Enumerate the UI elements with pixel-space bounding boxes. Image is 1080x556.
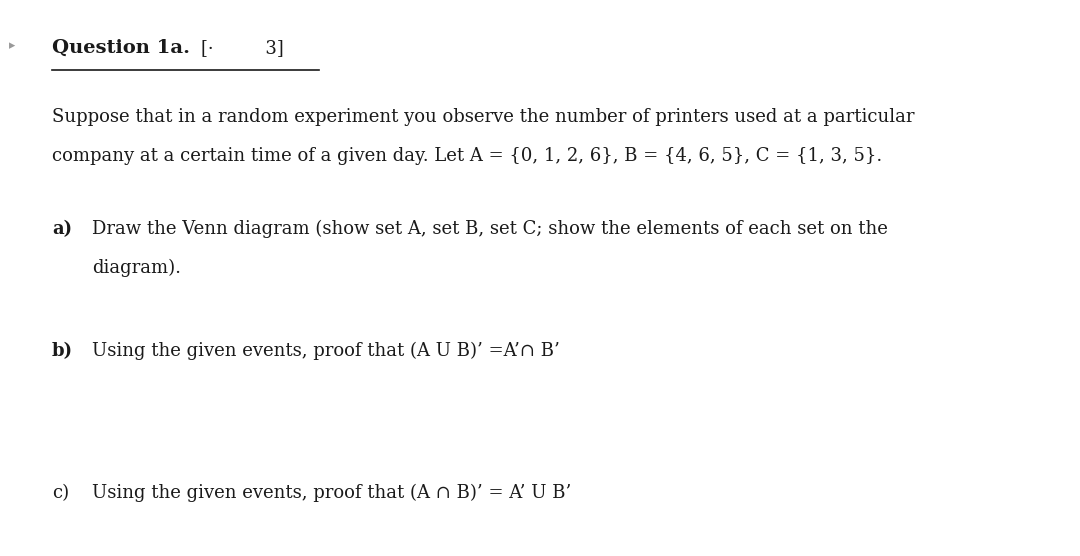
Text: Question 1a.: Question 1a.	[52, 39, 190, 57]
Text: c): c)	[52, 484, 69, 502]
Text: a): a)	[52, 220, 72, 237]
Text: ▸: ▸	[9, 39, 15, 52]
Text: Using the given events, proof that (A ∩ B)’ = A’ U B’: Using the given events, proof that (A ∩ …	[92, 484, 571, 502]
Text: [·         3]: [· 3]	[201, 39, 284, 57]
Text: Using the given events, proof that (A U B)’ =A’∩ B’: Using the given events, proof that (A U …	[92, 342, 559, 360]
Text: Draw the Venn diagram (show set A, set B, set C; show the elements of each set o: Draw the Venn diagram (show set A, set B…	[92, 220, 888, 238]
Text: company at a certain time of a given day. Let A = {0, 1, 2, 6}, B = {4, 6, 5}, C: company at a certain time of a given day…	[52, 147, 882, 165]
Text: diagram).: diagram).	[92, 259, 180, 277]
Text: b): b)	[52, 342, 73, 360]
Text: Suppose that in a random experiment you observe the number of printers used at a: Suppose that in a random experiment you …	[52, 108, 915, 126]
